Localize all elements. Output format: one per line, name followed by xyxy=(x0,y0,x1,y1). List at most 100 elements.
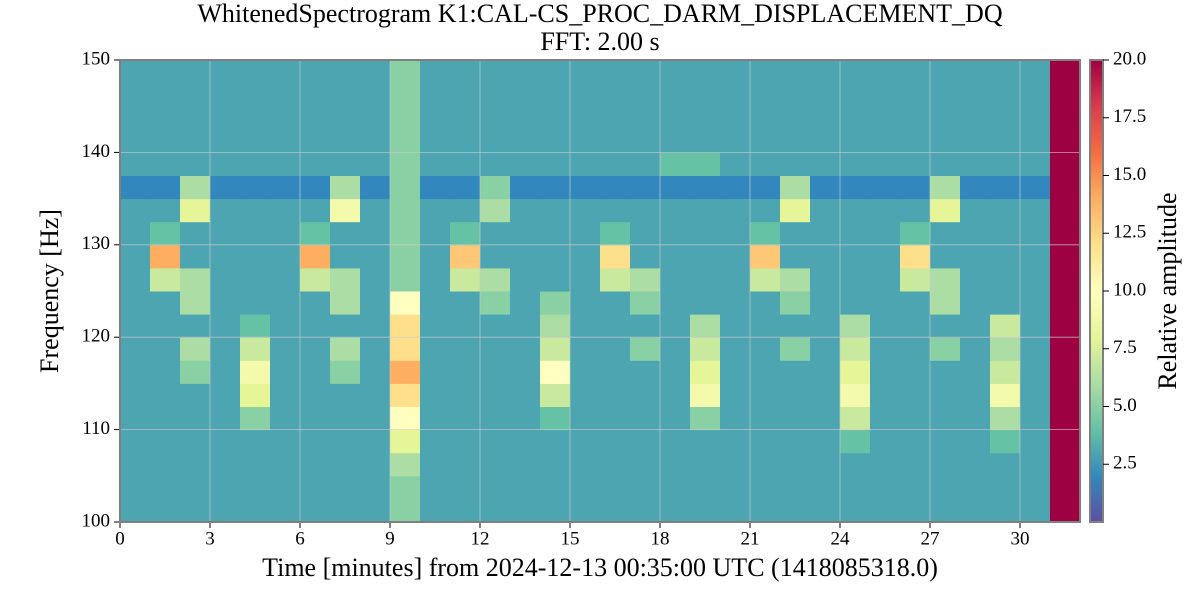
heatmap-cell xyxy=(120,198,151,223)
heatmap-cell xyxy=(960,152,991,176)
heatmap-cell xyxy=(510,360,541,384)
x-tick-label: 21 xyxy=(741,528,760,549)
heatmap-cell xyxy=(810,475,841,500)
heatmap-cell xyxy=(120,129,151,153)
heatmap-cell xyxy=(570,129,601,153)
colorbar-tick-label: 12.5 xyxy=(1113,222,1146,243)
heatmap-cell xyxy=(780,267,811,292)
heatmap-cell xyxy=(150,175,181,200)
heatmap-cell xyxy=(480,106,511,130)
heatmap-cell xyxy=(570,221,601,246)
heatmap-cell xyxy=(810,406,841,431)
heatmap-cell xyxy=(210,475,241,500)
heatmap-cell xyxy=(360,452,391,477)
heatmap-cell xyxy=(600,383,631,407)
heatmap-cell xyxy=(1020,314,1051,338)
heatmap-cell xyxy=(780,221,811,246)
heatmap-cell xyxy=(690,267,721,292)
heatmap-cell xyxy=(630,383,661,407)
heatmap-cell xyxy=(870,475,901,500)
heatmap-cell xyxy=(990,314,1021,338)
heatmap-cell xyxy=(390,60,421,84)
heatmap-cell xyxy=(840,498,871,523)
heatmap-cell xyxy=(1050,267,1081,292)
heatmap-cell xyxy=(960,337,991,361)
heatmap-cell xyxy=(840,475,871,500)
heatmap-cell xyxy=(930,60,961,84)
heatmap-cell xyxy=(480,498,511,523)
heatmap-cell xyxy=(1050,129,1081,153)
heatmap-cell xyxy=(150,267,181,292)
heatmap-cell xyxy=(540,175,571,200)
heatmap-cell xyxy=(450,175,481,200)
heatmap-cell xyxy=(450,267,481,292)
heatmap-cell xyxy=(750,452,781,477)
heatmap-cell xyxy=(870,314,901,338)
heatmap-cell xyxy=(150,452,181,477)
heatmap-cell xyxy=(120,152,151,176)
heatmap-cell xyxy=(780,106,811,130)
heatmap-cell xyxy=(600,314,631,338)
heatmap-cell xyxy=(420,406,451,431)
x-tick-label: 9 xyxy=(385,528,395,549)
heatmap-cell xyxy=(870,291,901,315)
heatmap-cell xyxy=(570,498,601,523)
heatmap-cell xyxy=(660,291,691,315)
heatmap-cell xyxy=(540,475,571,500)
heatmap-cell xyxy=(360,383,391,407)
heatmap-cell xyxy=(330,452,361,477)
heatmap-cell xyxy=(330,498,361,523)
heatmap-cell xyxy=(600,498,631,523)
heatmap-cell xyxy=(600,337,631,361)
x-axis-label: Time [minutes] from 2024-12-13 00:35:00 … xyxy=(262,553,938,582)
heatmap-cell xyxy=(810,83,841,107)
heatmap-cell xyxy=(1050,291,1081,315)
heatmap-cell xyxy=(990,129,1021,153)
heatmap-cell xyxy=(210,60,241,84)
heatmap-cell xyxy=(840,244,871,269)
heatmap-cell xyxy=(720,60,751,84)
heatmap-cell xyxy=(1050,314,1081,338)
heatmap-cell xyxy=(330,152,361,176)
heatmap-cell xyxy=(840,198,871,223)
heatmap-cell xyxy=(480,314,511,338)
heatmap-cell xyxy=(630,498,661,523)
heatmap-cell xyxy=(750,360,781,384)
heatmap-cell xyxy=(270,83,301,107)
heatmap-cell xyxy=(120,406,151,431)
heatmap-cell xyxy=(390,337,421,361)
heatmap-cell xyxy=(390,406,421,431)
heatmap-cell xyxy=(420,106,451,130)
heatmap-cell xyxy=(1020,383,1051,407)
heatmap-cell xyxy=(510,152,541,176)
heatmap-cell xyxy=(150,60,181,84)
heatmap-cell xyxy=(390,360,421,384)
heatmap-cell xyxy=(780,475,811,500)
heatmap-cell xyxy=(510,291,541,315)
heatmap-cell xyxy=(390,475,421,500)
heatmap-cell xyxy=(120,267,151,292)
heatmap-cell xyxy=(210,291,241,315)
heatmap-cell xyxy=(360,83,391,107)
heatmap-cell xyxy=(870,221,901,246)
heatmap-cell xyxy=(300,337,331,361)
heatmap-cell xyxy=(750,129,781,153)
heatmap-cell xyxy=(390,452,421,477)
heatmap-cell xyxy=(900,267,931,292)
heatmap-cell xyxy=(450,60,481,84)
heatmap-cell xyxy=(660,106,691,130)
heatmap-cell xyxy=(660,475,691,500)
heatmap-cell xyxy=(570,244,601,269)
heatmap-cell xyxy=(480,267,511,292)
heatmap-cell xyxy=(720,267,751,292)
heatmap-cell xyxy=(630,406,661,431)
heatmap-cell xyxy=(1050,475,1081,500)
heatmap-cell xyxy=(600,60,631,84)
heatmap-cell xyxy=(270,175,301,200)
heatmap-cell xyxy=(420,152,451,176)
heatmap-cell xyxy=(990,152,1021,176)
heatmap-cell xyxy=(960,175,991,200)
heatmap-cell xyxy=(1020,360,1051,384)
heatmap-cell xyxy=(810,129,841,153)
heatmap-cell xyxy=(840,60,871,84)
